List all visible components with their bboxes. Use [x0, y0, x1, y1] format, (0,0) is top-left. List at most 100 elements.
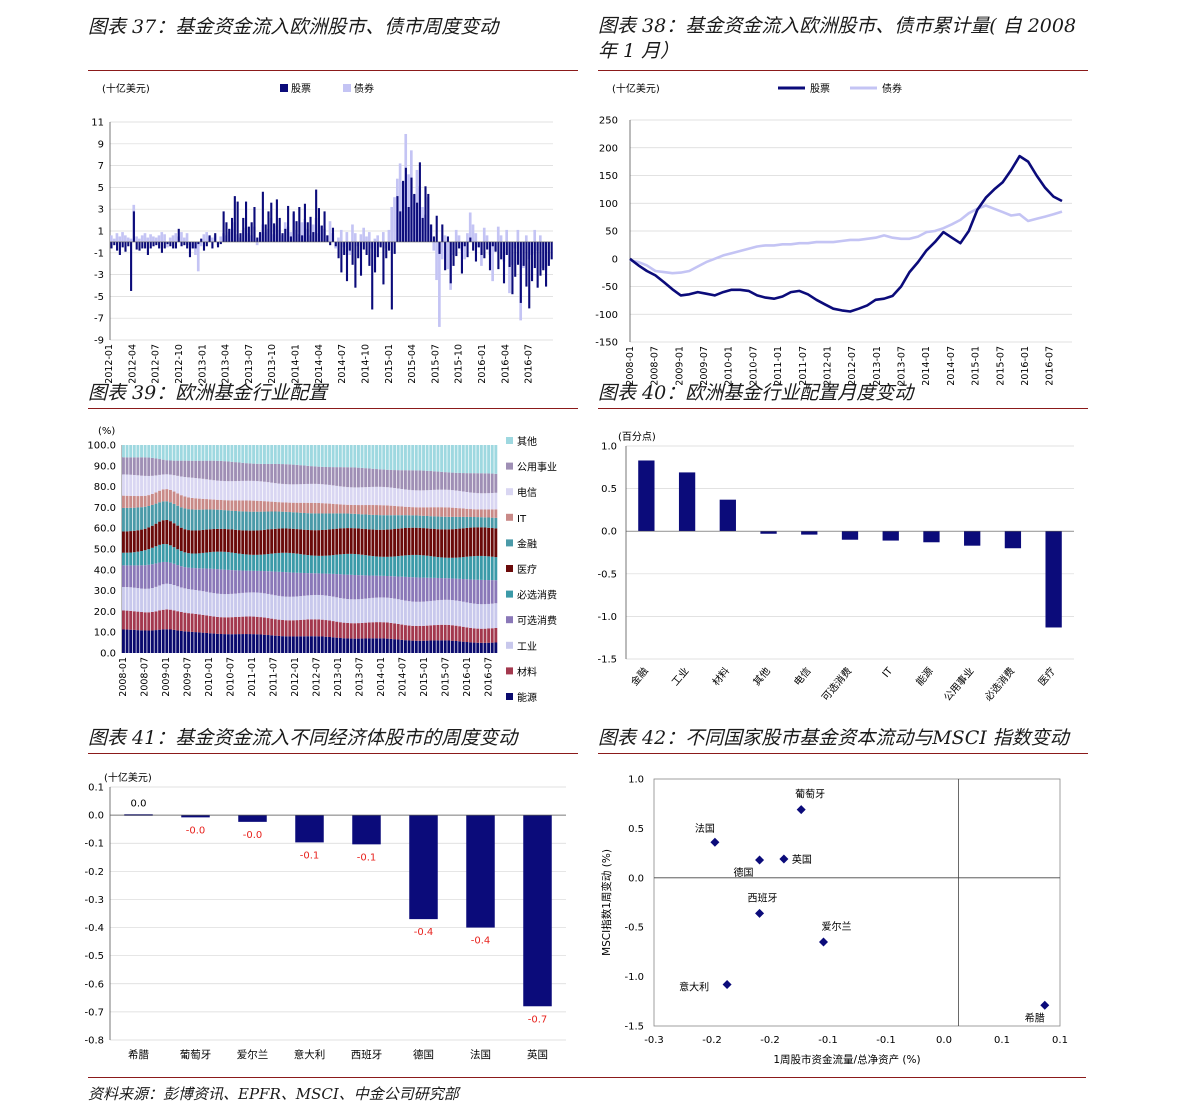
stack-segment [310, 483, 313, 503]
stack-segment [414, 470, 418, 491]
bar-bond [185, 233, 189, 242]
stack-segment [259, 463, 263, 482]
stack-segment [458, 578, 462, 602]
stack-segment [150, 547, 154, 565]
stack-segment [494, 528, 498, 558]
stack-segment [458, 601, 462, 627]
stack-segment [320, 503, 324, 514]
bar-stock [376, 241, 379, 258]
stack-segment [414, 507, 418, 516]
bar-bond [468, 212, 472, 242]
stack-segment [208, 509, 212, 530]
stack-segment [266, 463, 270, 483]
bar-bond [146, 237, 150, 242]
stack-segment [367, 529, 371, 556]
bar-bond [499, 235, 503, 242]
bar-stock [472, 241, 475, 251]
stack-segment [183, 529, 187, 553]
scatter-point [755, 908, 765, 918]
stack-segment [335, 597, 339, 622]
stack-segment [266, 593, 270, 619]
stack-segment [187, 613, 190, 632]
stack-segment [443, 516, 447, 530]
stack-segment [125, 629, 129, 653]
stack-segment [378, 575, 382, 598]
y-tick-label: -5 [94, 292, 104, 303]
stack-segment [418, 640, 422, 653]
bar [638, 460, 655, 532]
stack-segment [360, 528, 364, 555]
stack-segment [331, 555, 335, 574]
x-tick-label: 2008-01 [118, 657, 129, 697]
stack-segment [179, 460, 183, 477]
stack-segment [161, 544, 165, 562]
bar [238, 815, 267, 822]
stack-segment [165, 583, 169, 610]
stack-segment [129, 565, 133, 588]
stack-segment [252, 480, 256, 501]
stack-segment [310, 445, 313, 467]
bar-stock [146, 241, 149, 255]
stack-segment [172, 585, 176, 611]
stack-segment [400, 599, 404, 625]
stack-segment [284, 511, 288, 529]
stack-segment [263, 634, 266, 653]
stack-segment [338, 445, 342, 468]
stack-segment [197, 632, 201, 653]
stack-segment [400, 506, 404, 516]
stack-segment [331, 621, 335, 638]
stack-segment [313, 594, 317, 620]
stack-segment [389, 515, 393, 530]
bar-stock [275, 199, 278, 242]
stack-segment [273, 445, 277, 464]
stack-segment [451, 507, 454, 517]
x-tick-label: 2009-01 [674, 346, 685, 386]
bar-stock [469, 237, 472, 242]
stack-segment [483, 527, 487, 557]
stack-segment [172, 547, 176, 564]
stack-segment [288, 464, 292, 485]
stack-segment [288, 484, 292, 503]
x-tick-label: 2014-04 [314, 344, 325, 384]
stack-segment [122, 586, 125, 611]
y-tick-label: -150 [595, 338, 618, 349]
stack-segment [411, 470, 415, 491]
stack-segment [447, 489, 451, 508]
stack-segment [129, 629, 133, 653]
x-tick-label: 2010-07 [225, 657, 236, 697]
stack-segment [161, 520, 165, 545]
stack-segment [132, 474, 136, 497]
stack-segment [241, 570, 245, 593]
stack-segment [469, 642, 472, 653]
bar-bond [365, 236, 368, 242]
stack-segment [281, 552, 284, 572]
bar-stock [393, 241, 396, 254]
stack-segment [414, 527, 418, 555]
y-tick-label: -0.4 [84, 923, 104, 934]
stack-segment [429, 445, 433, 472]
stack-segment [349, 599, 353, 624]
stack-segment [320, 529, 324, 556]
stack-segment [320, 555, 324, 574]
bar-stock [155, 241, 158, 246]
bar-stock [228, 228, 231, 242]
stack-segment [284, 636, 288, 653]
stack-segment [205, 460, 209, 480]
stack-segment [472, 642, 476, 653]
bar [678, 472, 696, 532]
stack-segment [147, 475, 151, 496]
stack-segment [187, 460, 190, 478]
stack-segment [259, 530, 263, 555]
stack-segment [425, 445, 429, 471]
bar-bond [202, 234, 206, 242]
y-tick-label: 100.0 [87, 441, 116, 452]
stack-segment [241, 511, 245, 531]
stack-segment [150, 564, 154, 589]
stack-segment [414, 626, 418, 641]
x-tick-label: 2011-01 [773, 346, 784, 386]
bar-stock [542, 241, 545, 271]
stack-segment [328, 503, 331, 514]
stack-segment [132, 611, 136, 630]
bar-stock [343, 241, 346, 255]
stack-segment [208, 633, 212, 653]
